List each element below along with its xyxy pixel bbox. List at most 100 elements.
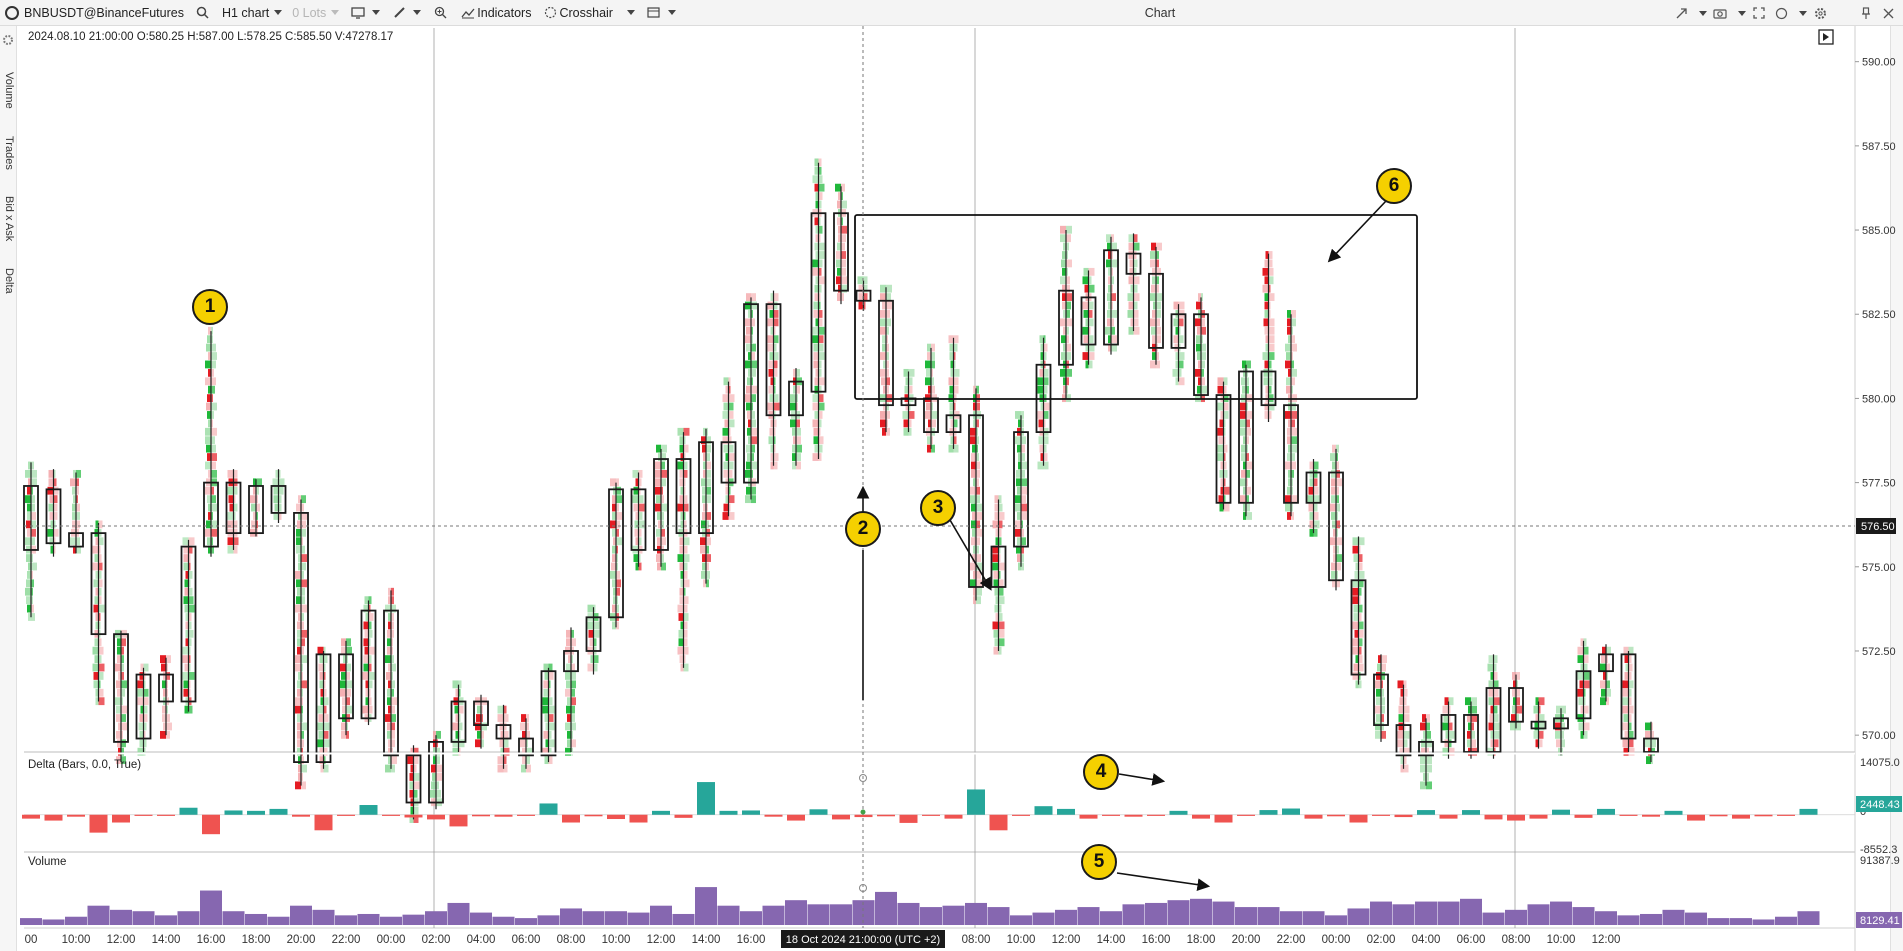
zoom-button[interactable] [426,0,454,26]
price-label: 577.50 [1862,478,1896,490]
footprint-cell [391,705,395,714]
footprint-cell [925,360,931,369]
footprint-cell [1218,495,1224,504]
footprint-cell [211,537,213,546]
footprint-cell [587,604,594,613]
chevron-down-icon[interactable] [1738,10,1746,16]
crosshair-dropdown[interactable]: Crosshair [536,0,640,26]
sidebar-item-volume[interactable]: Volume [3,72,15,109]
volume-bar [1122,904,1145,925]
chart-template-button[interactable] [344,0,385,26]
delta-bar [1529,814,1548,819]
drawing-tools-button[interactable] [385,0,426,26]
footprint-cell [1354,571,1359,579]
footprint-cell [121,739,126,748]
ohlc-readout: 2024.08.10 21:00:00 O:580.25 H:587.00 L:… [28,31,394,43]
layout-button[interactable] [640,0,681,26]
footprint-cell [208,368,211,377]
time-label: 12:00 [647,934,676,946]
footprint-cell [1622,680,1629,689]
footprint-cell [116,680,121,689]
chevron-down-icon[interactable] [1699,10,1707,16]
sidebar-item-bid-x-ask[interactable]: Bid x Ask [3,196,15,242]
gear-icon[interactable] [1811,4,1829,22]
footprint-cell [970,495,976,504]
time-label: 04:00 [1412,934,1441,946]
footprint-cell [98,672,104,680]
settings-gear-icon[interactable] [2,34,14,49]
footprint-cell [818,200,822,209]
footprint-cell [728,503,731,512]
footprint-cell [1358,646,1362,655]
chevron-down-icon[interactable] [1799,10,1807,16]
fullscreen-icon[interactable] [1750,4,1768,22]
footprint-cell [656,444,661,453]
footprint-cell [26,596,31,605]
footprint-cell [679,655,684,664]
footprint-cell [1577,655,1584,664]
footprint-cell [497,714,504,722]
annotation-badge-2: 2 [845,511,881,547]
search-button[interactable] [189,0,217,26]
footprint-cell [1442,705,1449,714]
footprint-cell [1285,411,1291,419]
footprint-cell [278,469,281,478]
footprint-cell [679,469,684,478]
symbol-selector[interactable]: BNBUSDT@BinanceFutures [0,0,189,26]
footprint-cell [1263,377,1269,386]
footprint-cell [616,520,620,529]
footprint-cell [814,242,819,251]
footprint-cell [724,419,729,428]
timeframe-dropdown[interactable]: H1 chart [217,0,287,26]
theme-icon[interactable] [1772,4,1790,22]
footprint-cell [948,335,954,344]
close-icon[interactable] [1879,4,1897,22]
footprint-cell [31,512,36,520]
footprint-cell [1493,705,1498,714]
footprint-cell [205,461,211,470]
footprint-cell [143,672,146,680]
volume-pane-title: Volume [28,856,67,868]
footprint-cell [769,394,774,403]
footprint-cell [1381,722,1384,731]
sidebar-item-trades[interactable]: Trades [3,136,15,170]
footprint-cell [301,739,304,748]
sync-icon[interactable] [1672,4,1690,22]
footprint-cell [751,368,756,377]
sidebar-item-delta[interactable]: Delta [3,268,15,294]
chevron-down-icon [413,10,422,15]
camera-icon[interactable] [1711,4,1729,22]
candle-body [293,512,309,764]
crosshair-label: Crosshair [559,5,613,20]
footprint-cell [1015,528,1021,537]
footprint-cell [1264,293,1269,302]
footprint-cell [436,781,439,790]
pin-icon[interactable] [1857,4,1875,22]
footprint-cell [1015,436,1021,445]
footprint-cell [500,747,504,756]
footprint-cell [635,478,639,487]
footprint-cell [1088,352,1095,360]
footprint-cell [1156,301,1161,310]
footprint-cell [703,503,706,512]
footprint-cell [1646,756,1651,765]
volume-bar [987,907,1010,925]
footprint-cell [317,705,324,714]
footprint-cell [391,756,397,765]
footprint-cell [297,722,301,731]
footprint-cell [211,503,217,512]
lots-dropdown[interactable]: 0 Lots [287,0,344,26]
footprint-cell [188,613,192,621]
footprint-cell [1448,705,1451,714]
footprint-cell [728,411,734,419]
footprint-cell [295,604,301,613]
footprint-cell [25,587,31,596]
footprint-cell [1556,705,1561,714]
footprint-cell [205,360,211,369]
footprint-cell [841,192,843,200]
footprint-cell [680,512,684,520]
indicators-button[interactable]: Indicators [454,0,536,26]
footprint-cell [841,251,846,259]
footprint-cell [368,688,371,697]
